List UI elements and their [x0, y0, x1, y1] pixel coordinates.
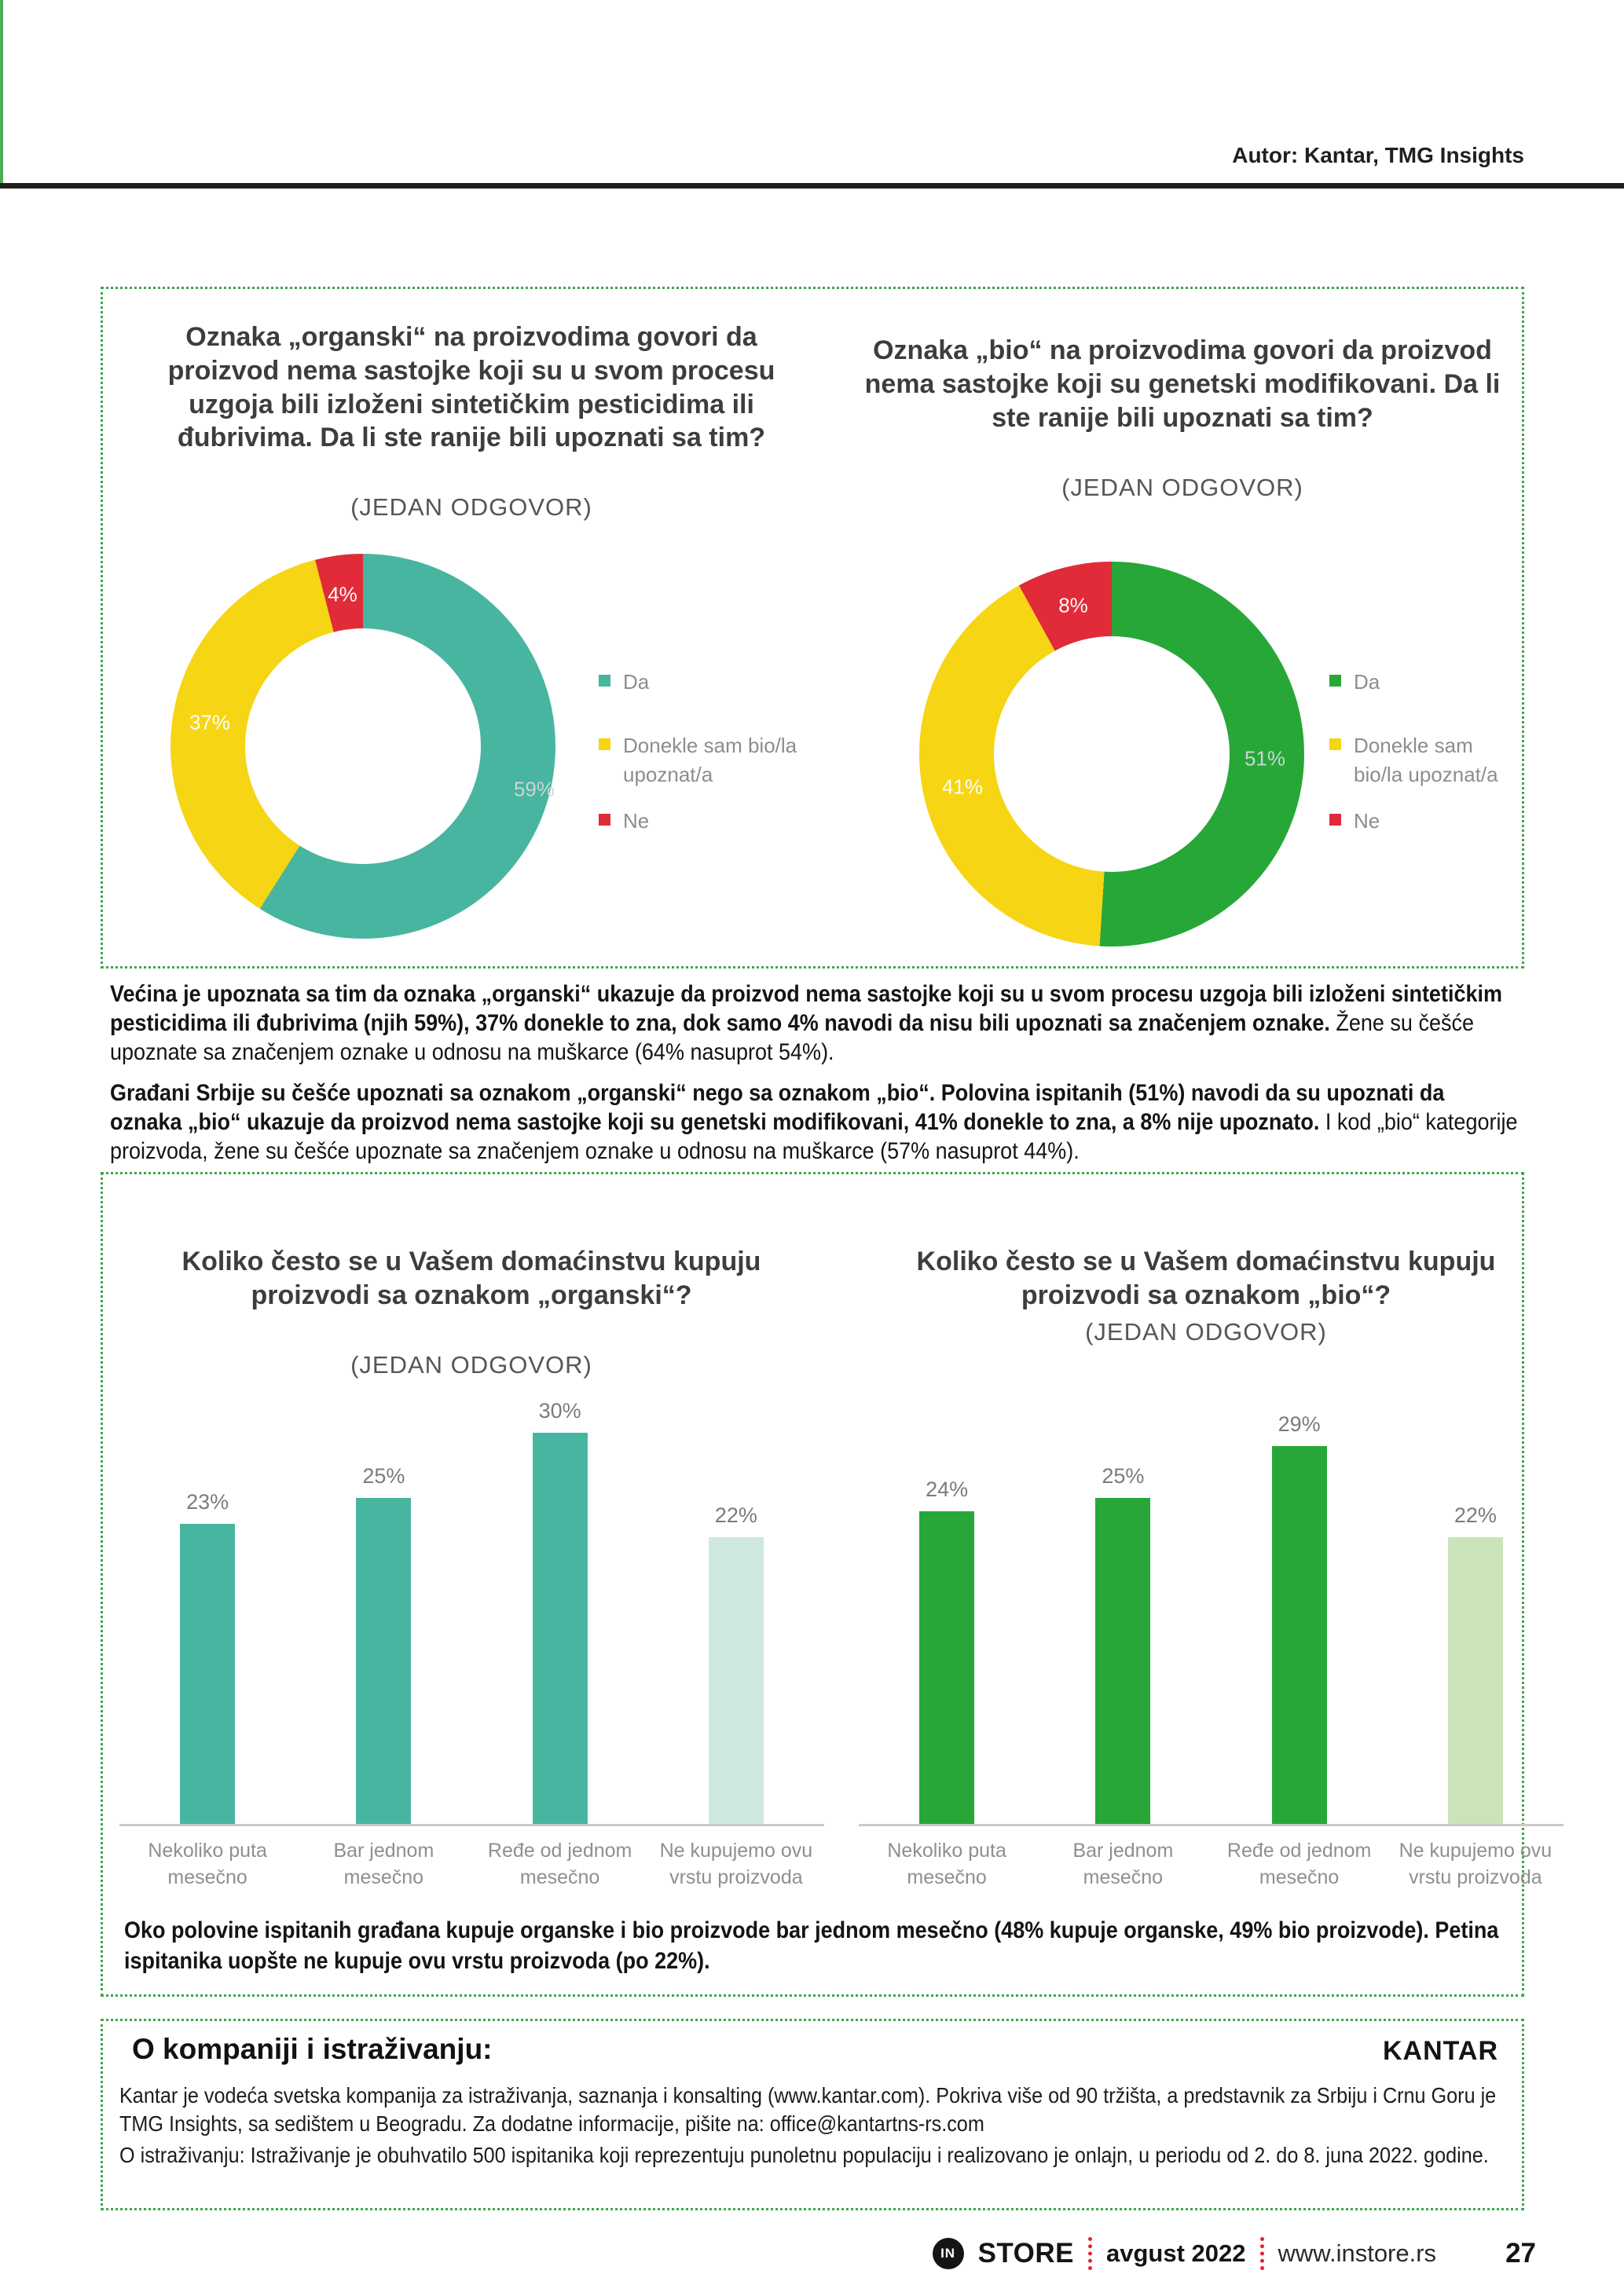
donut-hole [245, 628, 481, 864]
bar-ne-kupujemo [1447, 1537, 1503, 1824]
bar-left-xaxis-labels: Nekoliko puta mesečno Bar jednom mesečno… [119, 1838, 824, 1891]
slice-label-donekle: 41% [941, 774, 984, 799]
xaxis-label: Ne kupujemo ovu vrstu proizvoda [1399, 1840, 1553, 1888]
xaxis-label: Nekoliko puta mesečno [887, 1840, 1006, 1888]
page-edge-accent [0, 0, 3, 184]
legend-item: Ne [599, 807, 811, 836]
bar-column: 22% [1388, 1503, 1564, 1824]
footer-issue: avgust 2022 [1106, 2239, 1246, 2267]
donut-chart-bio: 51% 41% 8% [919, 562, 1304, 947]
about-panel [101, 2019, 1524, 2210]
bar-column: 30% [472, 1399, 648, 1824]
author-credit: Autor: Kantar, TMG Insights [1232, 143, 1524, 167]
kantar-logo: KANTAR [1383, 2036, 1499, 2066]
bar-value-label: 29% [1278, 1412, 1321, 1436]
findings-p2-normal: I kod „bio“ kategorije proizvoda, žene s… [110, 1108, 1518, 1164]
bar-value-label: 25% [1102, 1464, 1145, 1488]
donut-chart-organski: 59% 37% 4% [170, 554, 555, 939]
xaxis-label: Ređe od jednom mesečno [1226, 1840, 1372, 1888]
bar-nekoliko-puta [919, 1511, 975, 1824]
bar-bar-jednom [356, 1498, 412, 1824]
legend-item: Da [599, 668, 811, 697]
bar-left-subtitle: (JEDAN ODGOVOR) [350, 1351, 592, 1379]
bar-value-label: 25% [362, 1464, 405, 1488]
bar-chart-organski: 23% 25% 30% 22% [119, 1399, 824, 1826]
legend-swatch-ne [1329, 813, 1341, 826]
footer-brand: STORE [977, 2238, 1075, 2269]
slice-label-ne: 4% [328, 582, 357, 606]
legend-item: Da [1329, 668, 1526, 697]
findings-paragraph-1: Većina je upoznata sa tim da oznaka „org… [110, 980, 1521, 1067]
findings-p2-bold: Građani Srbije su češće upoznati sa ozna… [110, 1080, 1445, 1135]
slice-label-ne: 8% [1058, 593, 1088, 617]
legend-label-ne: Ne [1354, 808, 1380, 833]
page-number: 27 [1505, 2238, 1536, 2269]
footer-divider [1259, 2237, 1264, 2270]
legend-item: Donekle sam bio/la upoznat/a [1329, 731, 1526, 789]
bar-column: 25% [1035, 1464, 1211, 1824]
legend-label-da: Da [623, 670, 650, 694]
bar-value-label: 22% [714, 1503, 757, 1527]
legend-swatch-da [1329, 675, 1341, 687]
xaxis-label: Bar jednom mesečno [1072, 1840, 1174, 1888]
slice-label-donekle: 37% [189, 710, 231, 734]
bar-ne-kupujemo [708, 1537, 764, 1824]
about-heading: O kompaniji i istraživanju: [132, 2033, 493, 2065]
donut-left-legend: Da Donekle sam bio/la upoznat/a Ne [599, 668, 811, 836]
legend-swatch-ne [599, 813, 610, 826]
bar-value-label: 22% [1454, 1503, 1497, 1527]
findings-p1-bold: Većina je upoznata sa tim da oznaka „org… [110, 981, 1502, 1036]
xaxis-label: Ređe od jednom mesečno [487, 1840, 632, 1888]
legend-label-donekle: Donekle sam bio/la upoznat/a [1354, 733, 1498, 786]
findings-p1-normal: Žene su češće upoznate sa značenjem ozna… [110, 1009, 1474, 1065]
legend-swatch-da [599, 675, 610, 687]
bar-column: 25% [295, 1464, 471, 1824]
bar-right-title: Koliko često se u Vašem domaćinstvu kupu… [916, 1247, 1496, 1310]
bar-redje [532, 1433, 588, 1824]
footer-website: www.instore.rs [1278, 2239, 1437, 2267]
xaxis-label: Ne kupujemo ovu vrstu proizvoda [659, 1840, 813, 1888]
bar-chart-bio: 24% 25% 29% 22% [859, 1406, 1564, 1826]
about-company-text: Kantar je vodeća svetska kompanija za is… [119, 2083, 1497, 2136]
legend-label-donekle: Donekle sam bio/la upoznat/a [623, 733, 797, 786]
slice-label-da: 51% [1244, 746, 1286, 771]
legend-label-da: Da [1354, 670, 1380, 694]
bar-value-label: 23% [186, 1490, 229, 1514]
bar-right-subtitle: (JEDAN ODGOVOR) [1085, 1318, 1327, 1346]
bar-right-xaxis-labels: Nekoliko puta mesečno Bar jednom mesečno… [859, 1838, 1564, 1891]
legend-item: Ne [1329, 807, 1526, 836]
xaxis-label: Bar jednom mesečno [333, 1840, 434, 1888]
bar-value-label: 30% [538, 1399, 581, 1423]
donut-right-subtitle: (JEDAN ODGOVOR) [1061, 474, 1303, 501]
about-research-text: O istraživanju: Istraživanje je obuhvati… [119, 2143, 1489, 2167]
legend-swatch-donekle [599, 738, 610, 750]
donut-hole [994, 636, 1230, 872]
frequency-summary: Oko polovine ispitanih građana kupuje or… [124, 1917, 1499, 1974]
instore-logo-icon: IN [932, 2238, 964, 2269]
findings-paragraph-2: Građani Srbije su češće upoznati sa ozna… [110, 1079, 1521, 1166]
donut-right-title: Oznaka „bio“ na proizvodima govori da pr… [864, 335, 1501, 433]
header-rule [0, 183, 1624, 189]
bar-column: 29% [1212, 1412, 1388, 1824]
legend-item: Donekle sam bio/la upoznat/a [599, 731, 811, 789]
donut-right-legend: Da Donekle sam bio/la upoznat/a Ne [1329, 668, 1526, 836]
bar-redje [1271, 1446, 1327, 1824]
donut-left-subtitle: (JEDAN ODGOVOR) [350, 493, 592, 521]
legend-swatch-donekle [1329, 738, 1341, 750]
bar-left-title: Koliko često se u Vašem domaćinstvu kupu… [181, 1247, 761, 1310]
bar-bar-jednom [1095, 1498, 1151, 1824]
page-footer: IN STORE avgust 2022 www.instore.rs 27 [932, 2237, 1536, 2270]
bar-nekoliko-puta [180, 1524, 236, 1824]
footer-divider [1088, 2237, 1093, 2270]
bar-value-label: 24% [926, 1478, 969, 1501]
bar-column: 23% [119, 1490, 295, 1824]
legend-label-ne: Ne [623, 808, 650, 833]
donut-left-title: Oznaka „organski“ na proizvodima govori … [167, 322, 775, 453]
slice-label-da: 59% [513, 777, 555, 801]
bar-column: 22% [648, 1503, 824, 1824]
bar-column: 24% [859, 1478, 1035, 1824]
xaxis-label: Nekoliko puta mesečno [148, 1840, 267, 1888]
